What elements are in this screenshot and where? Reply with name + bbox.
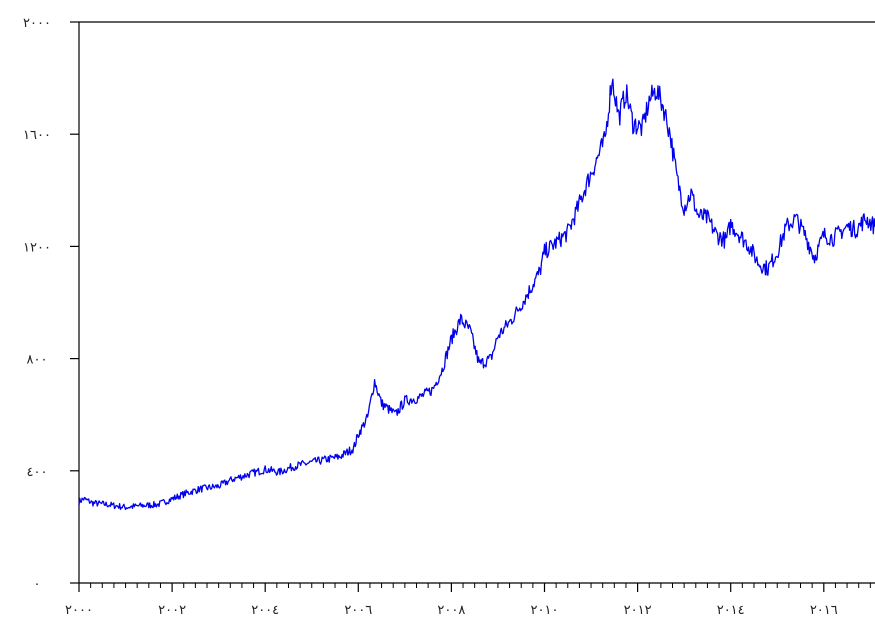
x-ticks: ٢٠٠٠ ٢٠٠٢ ٢٠٠٤ ٢٠٠٦ ٢٠٠٨ ٢٠١٠ ٢٠١٢ ٢٠١٤ ٢٠١٦: [65, 583, 838, 618]
x-tick-label: ٢٠١٤: [717, 603, 745, 618]
x-tick-label: ٢٠٠٢: [158, 603, 186, 618]
series-line: [78, 78, 875, 511]
y-tick-label: ٢٠٠٠: [23, 16, 51, 31]
x-minor-ticks: [90, 583, 871, 588]
axes: [78, 21, 875, 584]
x-tick-label: ٢٠١٦: [810, 603, 838, 618]
y-tick-label: ١٢٠٠: [23, 240, 51, 255]
x-tick-label: ٢٠٠٠: [65, 603, 93, 618]
y-ticks: ٠ ٤٠٠ ٨٠٠ ١٢٠٠ ١٦٠٠ ٢٠٠٠: [23, 16, 79, 592]
y-tick-label: ٤٠٠: [27, 465, 48, 480]
x-tick-label: ٢٠١٠: [531, 603, 559, 618]
y-tick-label: ٨٠٠: [27, 353, 48, 368]
y-tick-label: ١٦٠٠: [23, 128, 51, 143]
series-layer: [78, 78, 875, 511]
x-tick-label: ٢٠٠٦: [344, 603, 372, 618]
x-tick-label: ٢٠٠٨: [437, 603, 465, 618]
x-tick-label: ٢٠١٢: [624, 603, 652, 618]
x-tick-label: ٢٠٠٤: [251, 603, 279, 618]
y-tick-label: ٠: [34, 577, 41, 592]
